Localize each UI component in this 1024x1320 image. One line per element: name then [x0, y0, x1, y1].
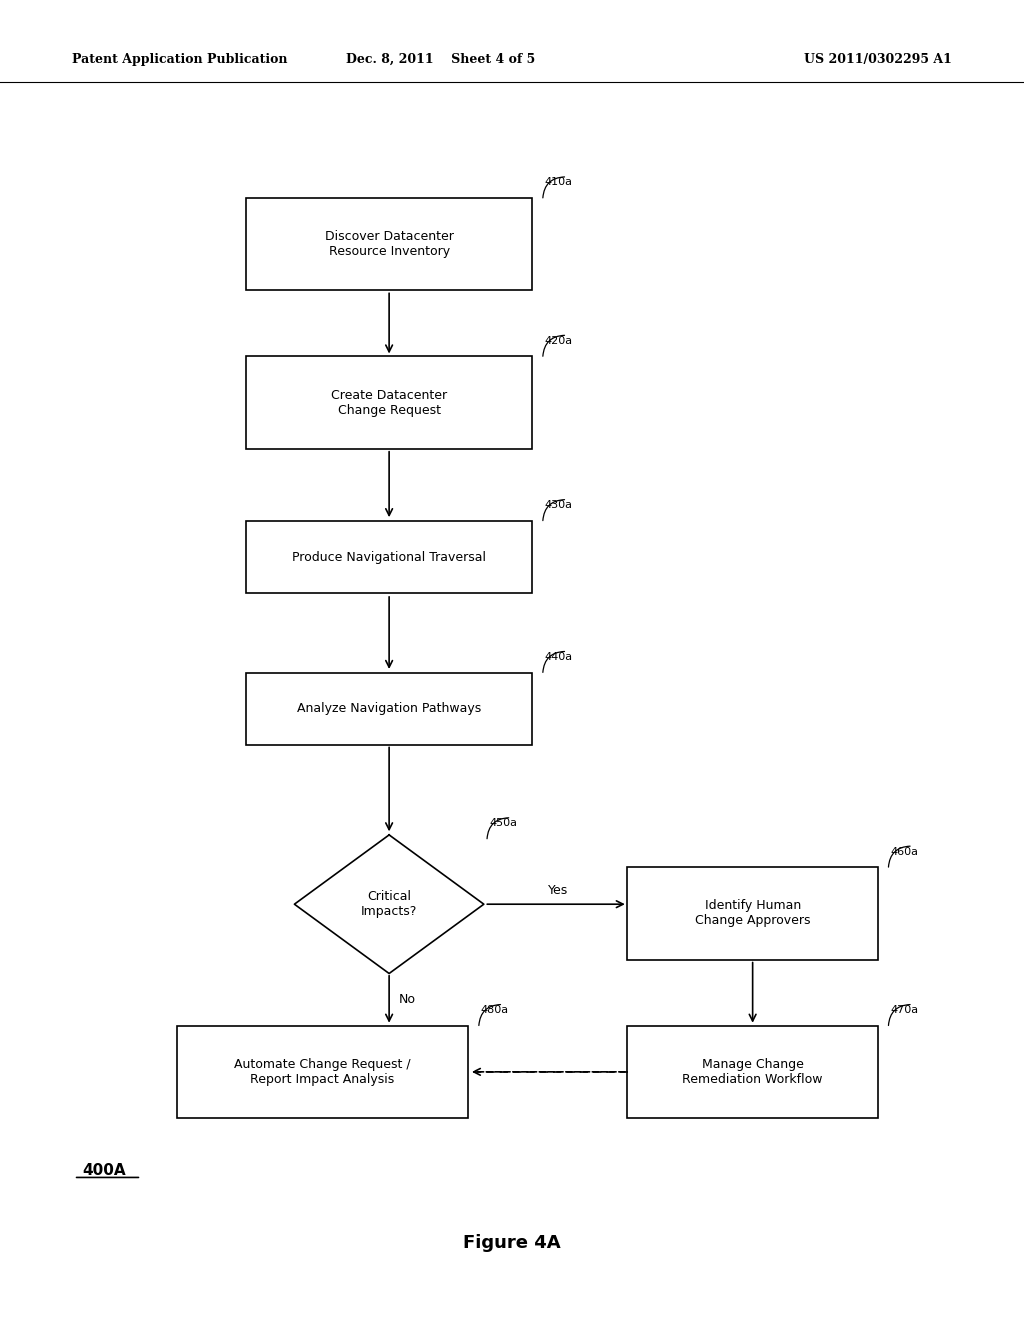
Text: Dec. 8, 2011    Sheet 4 of 5: Dec. 8, 2011 Sheet 4 of 5	[346, 53, 535, 66]
Text: 420a: 420a	[545, 335, 572, 346]
Text: Patent Application Publication: Patent Application Publication	[72, 53, 287, 66]
Text: 430a: 430a	[545, 500, 572, 511]
Text: Yes: Yes	[548, 884, 568, 898]
FancyBboxPatch shape	[627, 867, 879, 960]
Text: 470a: 470a	[890, 1005, 919, 1015]
Text: Critical
Impacts?: Critical Impacts?	[360, 890, 418, 919]
FancyBboxPatch shape	[246, 672, 532, 744]
Text: 400A: 400A	[82, 1163, 126, 1179]
Text: No: No	[399, 993, 416, 1006]
Text: Analyze Navigation Pathways: Analyze Navigation Pathways	[297, 702, 481, 715]
FancyBboxPatch shape	[627, 1026, 879, 1118]
Text: US 2011/0302295 A1: US 2011/0302295 A1	[805, 53, 952, 66]
Text: 450a: 450a	[489, 818, 517, 829]
Text: Manage Change
Remediation Workflow: Manage Change Remediation Workflow	[682, 1057, 823, 1086]
Text: Identify Human
Change Approvers: Identify Human Change Approvers	[695, 899, 810, 928]
Text: 480a: 480a	[481, 1005, 509, 1015]
Text: Produce Navigational Traversal: Produce Navigational Traversal	[292, 550, 486, 564]
Text: 410a: 410a	[545, 177, 572, 187]
Text: Figure 4A: Figure 4A	[463, 1234, 561, 1253]
FancyBboxPatch shape	[246, 356, 532, 449]
FancyBboxPatch shape	[246, 520, 532, 594]
Text: Create Datacenter
Change Request: Create Datacenter Change Request	[331, 388, 447, 417]
FancyBboxPatch shape	[177, 1026, 469, 1118]
Text: 460a: 460a	[890, 846, 919, 857]
FancyBboxPatch shape	[246, 198, 532, 290]
Text: Discover Datacenter
Resource Inventory: Discover Datacenter Resource Inventory	[325, 230, 454, 259]
Text: 440a: 440a	[545, 652, 572, 661]
Text: Automate Change Request /
Report Impact Analysis: Automate Change Request / Report Impact …	[234, 1057, 411, 1086]
Polygon shape	[295, 836, 484, 974]
